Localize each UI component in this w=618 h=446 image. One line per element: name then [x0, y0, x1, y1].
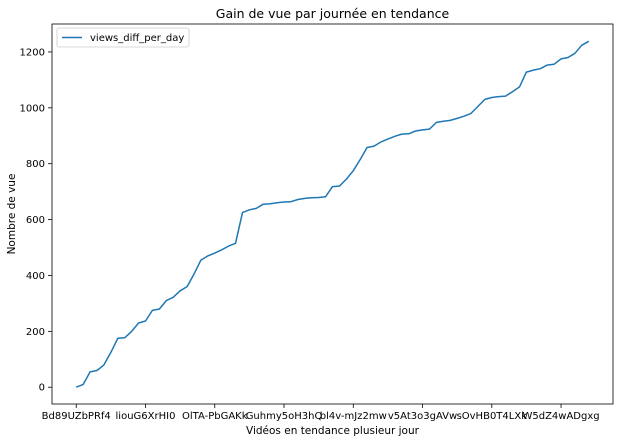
legend-box [56, 27, 190, 48]
y-axis: 0 200 400 600 800 1000 1200 [20, 47, 52, 394]
x-tick-label: Guhmy5oH3hQ [246, 411, 323, 422]
x-tick-label: Bd89UZbPRf4 [42, 411, 111, 422]
legend-label: views_diff_per_day [90, 33, 184, 44]
x-axis: Bd89UZbPRf4 liouG6XrHI0 OlTA-PbGAKkGuhmy5o… [42, 404, 600, 422]
x-axis-label: Vidéos en tendance plusieur jour [246, 425, 420, 437]
y-tick-label: 0 [39, 383, 45, 394]
chart-title: Gain de vue par journée en tendance [216, 6, 450, 21]
series-layer [75, 40, 590, 388]
y-axis-label: Nombre de vue [6, 174, 18, 255]
y-tick-label: 1000 [20, 103, 45, 114]
x-tick-label: v5At3o3gAVw [388, 411, 457, 422]
x-tick-label: W5dZ4wADgxg [522, 411, 599, 422]
x-tick-label: sOvHB0T4LXk [457, 411, 528, 422]
y-tick-label: 600 [26, 215, 45, 226]
x-tick-label: liouG6XrHI0 [116, 411, 176, 422]
legend: views_diff_per_day [56, 27, 190, 48]
y-tick-label: 800 [26, 159, 45, 170]
series-line-views-diff-per-day [75, 40, 590, 388]
y-tick-label: 200 [26, 327, 45, 338]
y-tick-label: 400 [26, 271, 45, 282]
x-tick-label: bl4v-mJz2mw [320, 411, 387, 422]
y-tick-label: 1200 [20, 47, 45, 58]
x-tick-label: OlTA-PbGAKk [182, 411, 248, 422]
plot-area [51, 23, 614, 405]
